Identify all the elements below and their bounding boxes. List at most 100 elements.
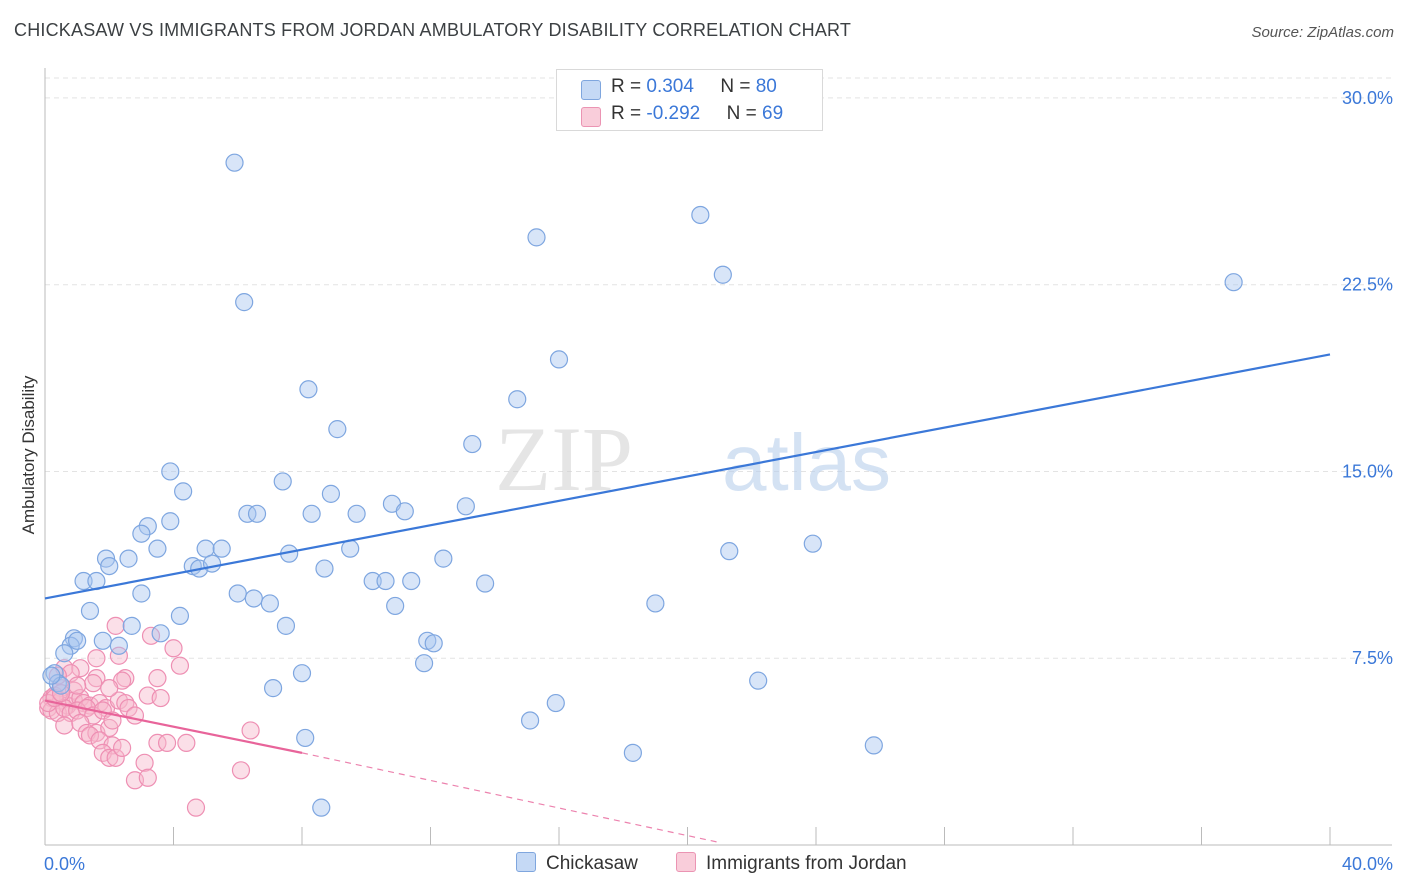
jordan-point <box>231 761 251 780</box>
chickasaw-point <box>546 693 565 713</box>
jordan-point <box>68 676 87 695</box>
trend-lines <box>44 353 1331 844</box>
chickasaw-point <box>720 542 739 561</box>
chickasaw-point <box>395 502 414 521</box>
legend-r-label: R = <box>611 103 647 124</box>
chickasaw-point <box>292 664 312 683</box>
bottom-legend-jordan: Immigrants from Jordan <box>676 852 907 875</box>
chickasaw-point <box>434 549 453 568</box>
jordan-point <box>39 698 58 718</box>
chickasaw-point <box>93 631 112 650</box>
chickasaw-trend-line <box>44 353 1331 600</box>
chickasaw-point <box>276 616 296 635</box>
jordan-point <box>116 693 135 713</box>
chickasaw-point <box>508 390 527 409</box>
bottom-legend-label: Immigrants from Jordan <box>706 853 907 874</box>
chickasaw-point <box>151 624 170 643</box>
watermark-atlas: atlas <box>722 418 891 507</box>
chickasaw-point <box>549 350 569 369</box>
legend-r-value: 0.304 <box>646 76 694 97</box>
chickasaw-point <box>148 539 167 558</box>
chickasaw-point <box>424 634 443 653</box>
jordan-point <box>157 733 177 752</box>
chickasaw-point <box>74 571 93 591</box>
source-label: Source: ZipAtlas.com <box>1251 24 1394 41</box>
bottom-legend-label: Chickasaw <box>546 853 638 874</box>
y-tick-label: 30.0% <box>1342 88 1393 108</box>
jordan-point <box>100 679 119 698</box>
legend-swatch-pink <box>581 107 601 127</box>
chickasaw-point <box>315 559 334 578</box>
legend-swatch-blue <box>581 80 601 100</box>
chickasaw-point <box>132 524 151 543</box>
chickasaw-point <box>161 512 180 531</box>
chickasaw-point <box>109 636 128 655</box>
jordan-trend-line <box>44 699 303 754</box>
chickasaw-point <box>260 594 279 613</box>
jordan-point <box>71 659 90 678</box>
chickasaw-point <box>51 676 71 695</box>
chickasaw-point <box>476 574 495 593</box>
legend-n-value: 69 <box>762 103 784 124</box>
chickasaw-point <box>803 534 822 553</box>
jordan-point <box>148 733 167 752</box>
jordan-point <box>135 753 154 772</box>
chickasaw-point <box>328 420 347 439</box>
chickasaw-point <box>520 711 540 730</box>
jordan-point <box>71 713 90 733</box>
chickasaw-point <box>263 679 283 698</box>
chickasaw-point <box>174 482 193 501</box>
jordan-trend-extension <box>301 752 720 844</box>
jordan-point <box>100 748 119 767</box>
jordan-point <box>87 649 106 668</box>
jordan-point <box>106 748 125 767</box>
chickasaw-point <box>713 265 732 284</box>
correlation-legend: R = 0.304 N = 80 R = -0.292 N = 69 <box>556 69 823 131</box>
chickasaw-point <box>623 743 642 762</box>
chickasaw-point <box>347 504 366 523</box>
chickasaw-point <box>402 571 421 591</box>
chickasaw-point <box>161 462 180 481</box>
chickasaw-point <box>312 798 331 817</box>
legend-n-label: N = <box>726 103 763 124</box>
chickasaw-point <box>55 644 74 663</box>
chickasaw-point <box>238 504 257 523</box>
tick-labels: 7.5% 15.0% 22.5% 30.0% 0.0% 40.0% <box>44 88 1393 874</box>
chickasaw-point <box>527 228 546 247</box>
jordan-point <box>84 674 103 693</box>
legend-r-label: R = <box>611 76 647 97</box>
jordan-point <box>109 646 128 665</box>
chickasaw-point <box>302 504 321 523</box>
chart-title: CHICKASAW VS IMMIGRANTS FROM JORDAN AMBU… <box>14 20 852 40</box>
chickasaw-point <box>202 554 222 573</box>
chickasaw-point <box>321 484 341 503</box>
watermark-zip: ZIP <box>495 408 633 510</box>
chickasaw-point <box>296 728 315 748</box>
jordan-point <box>170 656 190 675</box>
jordan-point <box>112 738 132 757</box>
chickasaw-point <box>212 539 231 558</box>
chickasaw-point <box>386 596 405 616</box>
jordan-point <box>148 669 167 688</box>
jordan-point <box>164 639 183 658</box>
chickasaw-point <box>68 631 87 650</box>
chickasaw-point <box>749 671 768 690</box>
bottom-legend-swatch-pink <box>676 852 696 872</box>
watermark: ZIP atlas <box>495 408 891 510</box>
legend-n-value: 80 <box>755 76 777 97</box>
chickasaw-point <box>225 153 244 172</box>
chickasaw-point <box>48 674 67 693</box>
jordan-point <box>116 669 135 688</box>
chickasaw-point <box>456 497 475 516</box>
bottom-legend-chickasaw: Chickasaw <box>516 852 638 875</box>
chickasaw-point <box>42 666 61 685</box>
jordan-point <box>87 669 106 688</box>
chickasaw-point <box>376 571 395 591</box>
bottom-legend-swatch-blue <box>516 852 536 872</box>
legend-n-label: N = <box>720 76 756 97</box>
chickasaw-point <box>235 293 254 312</box>
chickasaw-point <box>864 736 883 755</box>
jordan-point <box>125 706 145 725</box>
grid <box>45 77 1392 659</box>
